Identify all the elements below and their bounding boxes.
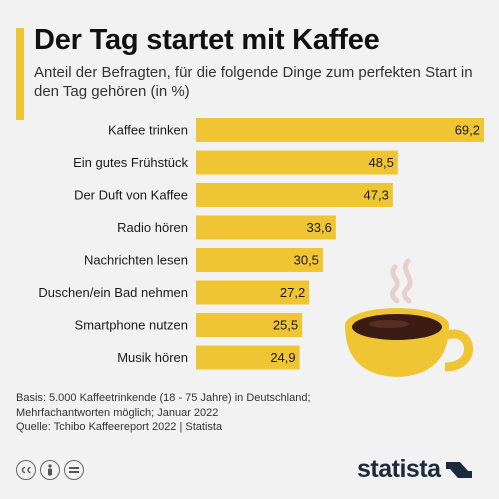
bar <box>196 345 300 370</box>
footer-basis-line1: Basis: 5.000 Kaffeetrinkende (18 - 75 Ja… <box>16 392 311 404</box>
nd-icon[interactable] <box>64 460 84 480</box>
value-label: 47,3 <box>364 188 389 203</box>
value-label: 25,5 <box>273 318 298 333</box>
statista-logo[interactable]: statista <box>357 455 472 484</box>
footer-source: Quelle: Tchibo Kaffeereport 2022 | Stati… <box>16 421 223 433</box>
footer-basis-line2: Mehrfachantworten möglich; Januar 2022 <box>16 406 219 419</box>
coffee-cup-icon <box>345 258 473 377</box>
value-label: 48,5 <box>369 155 394 170</box>
value-label: 24,9 <box>270 350 295 365</box>
category-label: Musik hören <box>117 350 188 365</box>
cc-icon[interactable] <box>16 460 36 480</box>
bar <box>196 248 323 272</box>
category-label: Smartphone nutzen <box>75 318 188 333</box>
license-icons <box>16 460 84 480</box>
value-label: 69,2 <box>455 123 480 138</box>
category-label: Nachrichten lesen <box>84 253 188 268</box>
statista-logo-text: statista <box>357 455 441 483</box>
bar <box>196 215 336 240</box>
chart-footer: Basis: 5.000 Kaffeetrinkende (18 - 75 Ja… <box>16 391 476 435</box>
chart-title: Der Tag startet mit Kaffee <box>34 24 380 56</box>
title-accent-bar <box>16 28 24 120</box>
by-icon[interactable] <box>40 460 60 480</box>
bar <box>196 118 484 142</box>
category-label: Kaffee trinken <box>108 123 188 138</box>
category-label: Radio hören <box>117 220 188 235</box>
chart-subtitle: Anteil der Befragten, für die folgende D… <box>34 64 473 100</box>
bar <box>196 183 393 207</box>
value-label: 30,5 <box>294 253 319 268</box>
category-label: Der Duft von Kaffee <box>74 188 188 203</box>
category-label: Ein gutes Frühstück <box>73 155 188 170</box>
bar <box>196 150 398 175</box>
bar-chart: Kaffee trinken 69,2 Ein gutes Frühstück 48,… <box>38 118 484 370</box>
value-label: 27,2 <box>280 285 305 300</box>
statista-logo-icon <box>445 461 472 478</box>
value-label: 33,6 <box>307 220 332 235</box>
category-label: Duschen/ein Bad nehmen <box>38 285 188 300</box>
bar <box>196 280 310 305</box>
bar <box>196 313 303 337</box>
